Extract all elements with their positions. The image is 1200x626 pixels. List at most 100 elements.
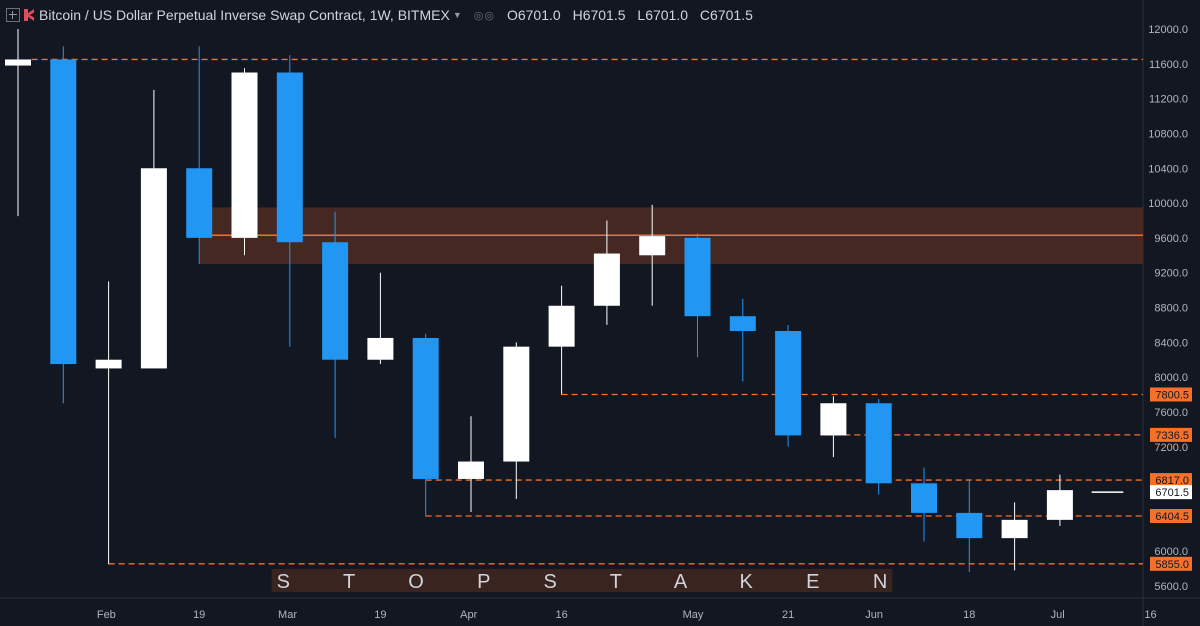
x-tick-label: Feb	[97, 609, 116, 621]
open-value: 6701.0	[517, 7, 561, 23]
candle-body	[322, 242, 349, 360]
close-key: C	[699, 7, 711, 23]
candle	[820, 396, 847, 458]
y-tick-label: 12000.0	[1148, 24, 1188, 36]
level-price-badge	[1150, 427, 1192, 442]
level-price-label: 6404.5	[1155, 511, 1189, 523]
low-value: 6701.0	[645, 7, 689, 23]
candle-body	[775, 330, 802, 436]
symbol-title[interactable]: Bitcoin / US Dollar Perpetual Inverse Sw…	[39, 7, 450, 23]
x-tick-label: Jun	[865, 609, 883, 621]
bitmex-logo-icon	[24, 9, 34, 21]
candle	[1046, 474, 1073, 526]
x-tick-label: Apr	[460, 609, 477, 621]
candle-body	[5, 59, 31, 66]
candle	[865, 398, 892, 495]
chart-header: Bitcoin / US Dollar Perpetual Inverse Sw…	[0, 0, 761, 30]
candle-body	[458, 461, 484, 479]
candle	[95, 281, 122, 565]
candle	[956, 478, 983, 573]
candle-body	[412, 337, 439, 479]
candle-body	[95, 359, 122, 369]
candle-body	[911, 483, 937, 513]
candle	[639, 204, 666, 306]
x-tick-label: 16	[555, 609, 567, 621]
candle	[50, 46, 77, 404]
ohlc-readout: O6701.0 H6701.5 L6701.0 C6701.5	[507, 7, 761, 23]
y-tick-label: 9600.0	[1154, 233, 1188, 245]
x-tick-label: 16	[1144, 609, 1156, 621]
y-tick-label: 10800.0	[1148, 128, 1188, 140]
candle-body	[186, 168, 213, 238]
candle-body	[231, 72, 258, 238]
level-price-label: 7336.5	[1155, 430, 1189, 442]
y-tick-label: 8000.0	[1154, 372, 1188, 384]
candle-body	[276, 72, 303, 243]
candle-body	[639, 236, 666, 256]
candle-body	[367, 337, 394, 360]
candle	[911, 467, 937, 542]
level-price-badge	[1150, 473, 1192, 488]
candle	[684, 233, 711, 358]
candle-body	[593, 253, 620, 306]
candle	[367, 272, 394, 365]
x-tick-label: 19	[193, 609, 205, 621]
annotation-box	[271, 569, 893, 592]
current-price-label: 6701.5	[1155, 487, 1189, 499]
x-tick-label: 21	[782, 609, 794, 621]
candle-body	[503, 346, 530, 462]
y-tick-label: 6000.0	[1154, 546, 1188, 558]
high-value: 6701.5	[582, 7, 626, 23]
candle	[231, 68, 258, 256]
candle-body	[548, 305, 575, 347]
candle-body	[684, 237, 711, 317]
x-tick-label: 18	[963, 609, 975, 621]
candle	[775, 324, 802, 447]
y-tick-label: 7600.0	[1154, 407, 1188, 419]
level-price-label: 6817.0	[1155, 475, 1189, 487]
x-tick-label: Jul	[1051, 609, 1065, 621]
expand-icon[interactable]	[6, 8, 20, 22]
x-tick-label: 19	[374, 609, 386, 621]
candle	[186, 46, 213, 264]
x-tick-label: Mar	[278, 609, 297, 621]
y-tick-label: 11600.0	[1149, 59, 1188, 71]
x-tick-label: May	[683, 609, 704, 621]
y-tick-label: 11200.0	[1149, 94, 1188, 106]
candle-body	[1001, 519, 1028, 539]
candle	[5, 29, 31, 217]
candle-body	[820, 403, 847, 436]
low-key: L	[637, 7, 646, 23]
candle-body	[865, 403, 892, 484]
chevron-down-icon[interactable]: ▼	[452, 10, 462, 20]
candle	[458, 416, 484, 513]
candle	[322, 211, 349, 439]
candle-body	[729, 316, 756, 331]
candle	[503, 342, 530, 499]
y-tick-label: 10000.0	[1148, 198, 1188, 210]
candle	[412, 333, 439, 517]
candle	[593, 220, 620, 325]
candle-body	[140, 168, 167, 369]
y-tick-label: 8800.0	[1154, 303, 1188, 315]
level-price-badge	[1150, 556, 1192, 571]
level-price-badge	[1150, 387, 1192, 402]
candle-body	[956, 512, 983, 539]
y-tick-label: 9200.0	[1154, 268, 1188, 280]
level-price-label: 7800.5	[1155, 389, 1189, 401]
current-price-badge	[1150, 485, 1192, 500]
open-key: O	[506, 7, 518, 23]
indicator-toggle-icons[interactable]: ◎◎	[473, 9, 495, 22]
level-price-badge	[1150, 508, 1192, 523]
candle	[1001, 502, 1028, 571]
candle	[729, 298, 756, 382]
candle-body	[1046, 490, 1073, 520]
high-key: H	[572, 7, 583, 23]
y-tick-label: 7200.0	[1154, 442, 1188, 454]
candle	[140, 89, 167, 369]
candle	[548, 285, 575, 395]
y-tick-label: 10400.0	[1148, 163, 1188, 175]
y-tick-label: 5600.0	[1154, 581, 1188, 593]
